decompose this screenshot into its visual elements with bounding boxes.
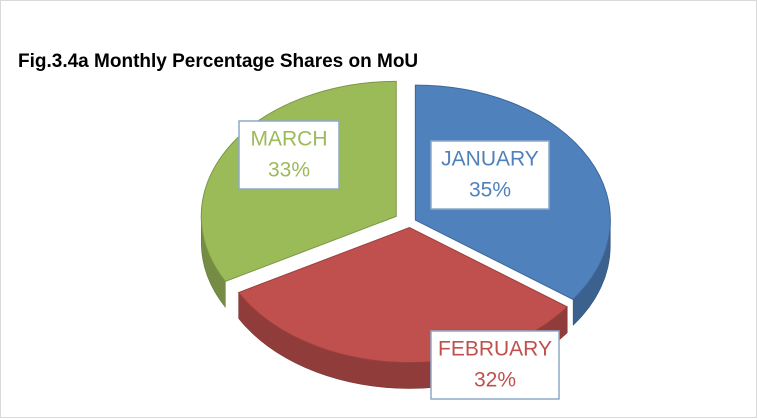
data-label: FEBRUARY 32%	[430, 330, 560, 400]
data-label-value: 33%	[268, 159, 310, 182]
data-label-box	[238, 120, 340, 190]
data-label-category: FEBRUARY	[438, 338, 552, 361]
chart-title: Fig.3.4a Monthly Percentage Shares on Mo…	[18, 51, 418, 72]
data-label-category: JANUARY	[441, 148, 539, 171]
data-label: JANUARY 35%	[430, 140, 550, 210]
data-label-value: 32%	[474, 369, 516, 392]
data-label-value: 35%	[469, 179, 511, 202]
data-label-box	[430, 330, 560, 400]
data-label-box	[430, 140, 550, 210]
data-label: MARCH 33%	[238, 120, 340, 190]
data-label-category: MARCH	[251, 128, 328, 151]
